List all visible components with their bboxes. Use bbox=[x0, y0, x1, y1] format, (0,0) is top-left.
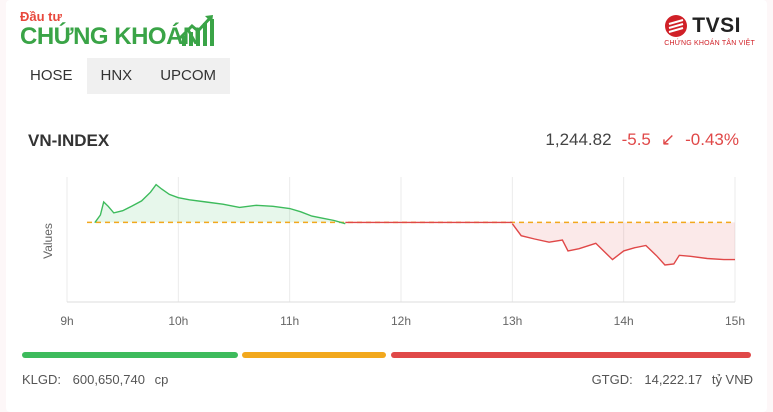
klgd-label: KLGD: bbox=[22, 372, 62, 387]
x-tick-label: 9h bbox=[60, 314, 73, 328]
index-percent: -0.43% bbox=[685, 130, 739, 149]
chart-growth-icon bbox=[178, 15, 214, 46]
klgd-value: 600,650,740 bbox=[72, 372, 145, 387]
volume-summary: KLGD: 600,650,740 cp bbox=[22, 372, 168, 387]
index-change: -5.5 bbox=[621, 130, 651, 149]
x-tick-label: 13h bbox=[502, 314, 522, 328]
index-quote: 1,244.82 -5.5 ↙ -0.43% bbox=[545, 130, 739, 150]
chart-grid bbox=[66, 177, 736, 303]
tvsi-emblem-icon bbox=[665, 15, 688, 37]
logo-small-text: Đầu tư bbox=[20, 9, 62, 24]
broker-logo[interactable]: TVSI CHỨNG KHOÁN TÂN VIỆT bbox=[664, 14, 755, 47]
index-price: 1,244.82 bbox=[545, 130, 612, 149]
value-summary: GTGD: 14,222.17 tỷ VNĐ bbox=[592, 372, 753, 387]
broker-subtitle: CHỨNG KHOÁN TÂN VIỆT bbox=[664, 40, 755, 47]
tab-upcom[interactable]: UPCOM bbox=[160, 67, 217, 84]
breadth-bar-ref bbox=[242, 352, 387, 358]
tab-hnx[interactable]: HNX bbox=[100, 67, 133, 84]
gtgd-label: GTGD: bbox=[591, 372, 633, 387]
breadth-bar-up bbox=[22, 352, 239, 358]
market-widget: Đầu tư CHỨNG KHOÁN TVSI CHỨNG KHOÁN TÂN … bbox=[6, 0, 767, 412]
chart-fills bbox=[94, 184, 735, 265]
breadth-bar-down bbox=[390, 352, 751, 358]
klgd-unit: cp bbox=[154, 372, 169, 387]
logo-big-text: CHỨNG KHOÁN bbox=[20, 23, 200, 50]
x-tick-label: 14h bbox=[614, 314, 634, 328]
x-axis-ticks: 9h 10h 11h 12h 13h 14h 15h bbox=[60, 314, 745, 328]
exchange-tabs: HOSE HNX UPCOM bbox=[16, 58, 231, 94]
intraday-chart[interactable]: 9h 10h 11h 12h 13h 14h 15h Values bbox=[6, 165, 767, 340]
x-tick-label: 10h bbox=[168, 314, 188, 328]
chart-lines bbox=[94, 183, 735, 266]
site-logo[interactable]: Đầu tư CHỨNG KHOÁN bbox=[20, 9, 214, 50]
gtgd-value: 14,222.17 bbox=[644, 372, 703, 387]
tab-hose[interactable]: HOSE bbox=[16, 58, 87, 94]
area-down bbox=[512, 222, 735, 265]
gtgd-unit: tỷ VNĐ bbox=[711, 372, 753, 387]
y-axis-label: Values bbox=[41, 223, 55, 259]
index-name: VN-INDEX bbox=[28, 131, 110, 150]
broker-name: TVSI bbox=[692, 14, 741, 37]
arrow-down-left-icon: ↙ bbox=[660, 130, 676, 149]
series-line-down bbox=[511, 223, 735, 266]
x-tick-label: 11h bbox=[280, 314, 299, 328]
x-tick-label: 15h bbox=[725, 314, 745, 328]
series-line-up bbox=[94, 183, 346, 225]
x-tick-label: 12h bbox=[391, 314, 411, 328]
